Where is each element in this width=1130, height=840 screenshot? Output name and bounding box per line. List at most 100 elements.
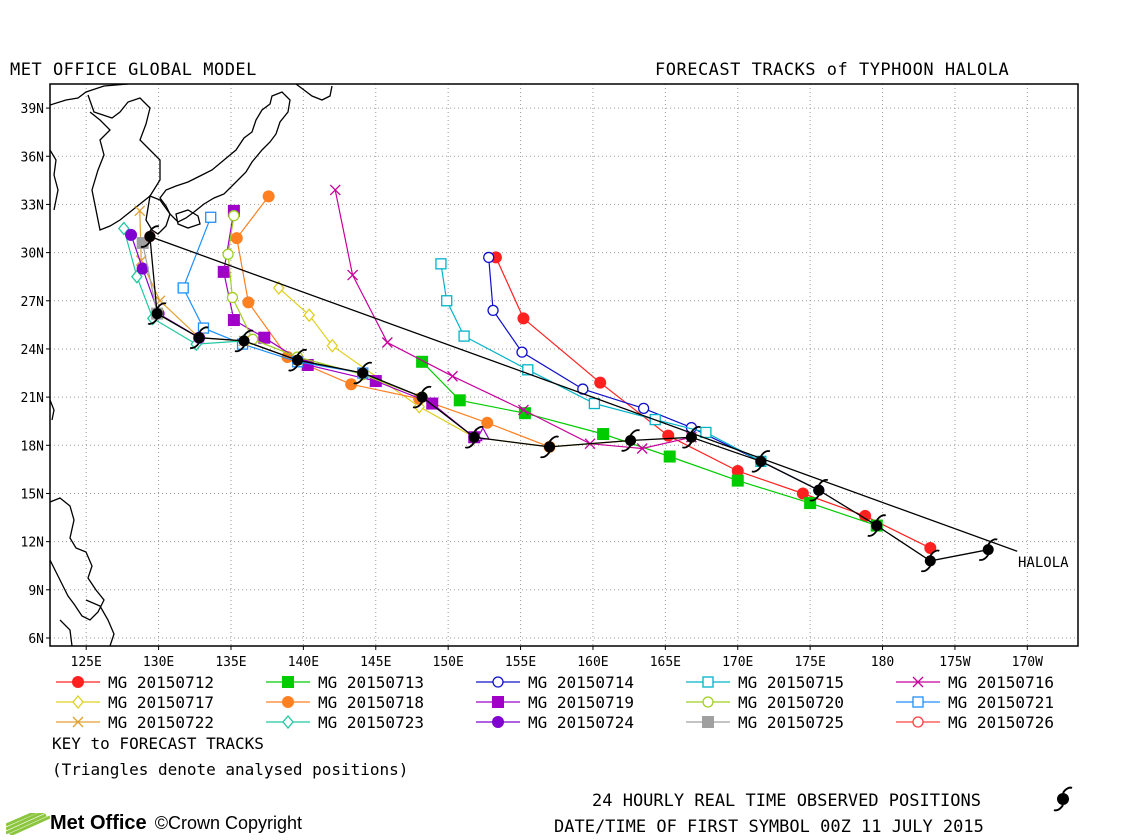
lat-tick-label: 36N (21, 150, 44, 165)
track-marker (924, 542, 937, 555)
copyright: ©Crown Copyright (154, 813, 303, 833)
typhoon-symbol-icon (867, 514, 887, 537)
legend-label: MG 20150721 (948, 692, 1054, 712)
typhoon-symbol-icon (234, 329, 254, 353)
lon-tick-label: 150E (433, 655, 464, 670)
track-marker (258, 331, 271, 344)
legend-swatch (896, 696, 940, 708)
typhoon-symbol-icon (809, 479, 829, 502)
lon-tick-label: 165E (650, 655, 681, 670)
legend-label: MG 20150726 (948, 712, 1054, 732)
lat-tick-label: 12N (21, 536, 44, 551)
lat-tick-label: 9N (28, 584, 44, 599)
hokkaido-island (295, 84, 333, 101)
legend-item: MG 20150721 (896, 692, 1054, 712)
track-marker (492, 716, 504, 728)
lon-tick-label: 125E (71, 655, 102, 670)
legend-label: MG 20150724 (528, 712, 634, 732)
track-marker (517, 404, 529, 416)
legend-label: MG 20150716 (948, 672, 1054, 692)
logo-text: Met Office (50, 812, 147, 834)
forecast-track-line (440, 263, 762, 462)
lon-tick-label: 130E (143, 655, 174, 670)
track-marker (131, 269, 143, 284)
track-marker (492, 676, 504, 688)
track-marker (731, 464, 744, 477)
forecast-track-line (421, 361, 877, 527)
legend-item: MG 20150717 (56, 692, 214, 712)
forecast-track-line (334, 189, 692, 450)
track-marker (228, 210, 240, 222)
legend-item: MG 20150714 (476, 672, 634, 692)
typhoon-symbol-icon (978, 538, 998, 561)
observed-track (140, 225, 1018, 573)
observed-positions-label: 24 HOURLY REAL TIME OBSERVED POSITIONS (592, 791, 981, 811)
legend-item: MG 20150712 (56, 672, 214, 692)
lon-tick-label: 135E (215, 655, 246, 670)
track-marker (227, 314, 240, 327)
lon-tick-label: 175W (939, 655, 970, 670)
track-marker (326, 338, 339, 353)
legend-swatch (266, 696, 310, 708)
legend-swatch (476, 676, 520, 688)
honshu-island (159, 91, 291, 223)
key-note: (Triangles denote analysed positions) (52, 760, 409, 779)
track-marker (177, 282, 189, 294)
track-marker (637, 402, 650, 415)
track-marker (226, 291, 239, 304)
lon-tick-label: 160E (577, 655, 608, 670)
legend-item: MG 20150722 (56, 712, 214, 732)
legend-swatch (56, 716, 100, 728)
kyushu-island (145, 195, 171, 235)
legend-label: MG 20150722 (108, 712, 214, 732)
shikoku-island (175, 209, 201, 229)
forecast-track-line (182, 217, 363, 374)
legend-swatch (686, 676, 730, 688)
model-title: MET OFFICE GLOBAL MODEL (10, 60, 257, 80)
legend-label: MG 20150719 (528, 692, 634, 712)
track-marker (262, 190, 275, 203)
forecast-track-line (142, 242, 158, 314)
track-marker (481, 416, 494, 429)
track-marker (702, 696, 714, 708)
lat-tick-label: 21N (21, 391, 44, 406)
legend-item: MG 20150715 (686, 672, 844, 692)
track-marker (594, 376, 607, 389)
track-marker (447, 370, 458, 382)
track-marker (72, 716, 84, 728)
forecast-track-line (227, 215, 423, 398)
legend-item: MG 20150716 (896, 672, 1054, 692)
track-marker (487, 304, 499, 317)
track-marker (702, 716, 714, 728)
track-marker (441, 295, 453, 307)
lon-tick-label: 140E (288, 655, 319, 670)
legend-swatch (896, 676, 940, 688)
typhoon-symbol-icon (621, 429, 641, 452)
forecast-track (489, 251, 937, 555)
taiwan-outline (50, 399, 55, 421)
track-marker (136, 262, 149, 275)
asia-coastline (50, 84, 129, 106)
forecast-track (230, 190, 556, 453)
legend-label: MG 20150723 (318, 712, 424, 732)
lat-lon-grid (50, 84, 1078, 646)
typhoon-symbol-icon (412, 385, 432, 409)
chart-title: FORECAST TRACKS of TYPHOON HALOLA (655, 60, 1010, 80)
legend-label: MG 20150712 (108, 672, 214, 692)
legend-label: MG 20150720 (738, 692, 844, 712)
forecast-track (217, 204, 481, 444)
lon-tick-label: 145E (360, 655, 391, 670)
typhoon-symbol-icon (920, 549, 940, 573)
lon-tick-label: 170W (1012, 655, 1043, 670)
typhoon-symbol-icon (540, 435, 559, 459)
legend-swatch (266, 676, 310, 688)
legend-swatch (56, 694, 100, 710)
track-marker (796, 487, 809, 500)
forecast-track-line (236, 196, 550, 448)
track-marker (912, 716, 924, 728)
track-marker (518, 407, 531, 420)
track-marker (230, 232, 243, 245)
luzon-island (50, 497, 105, 621)
longitude-axis: 125E 130E 135E 140E 145E 150E 155E 160E 165E 170E… (71, 646, 1043, 670)
